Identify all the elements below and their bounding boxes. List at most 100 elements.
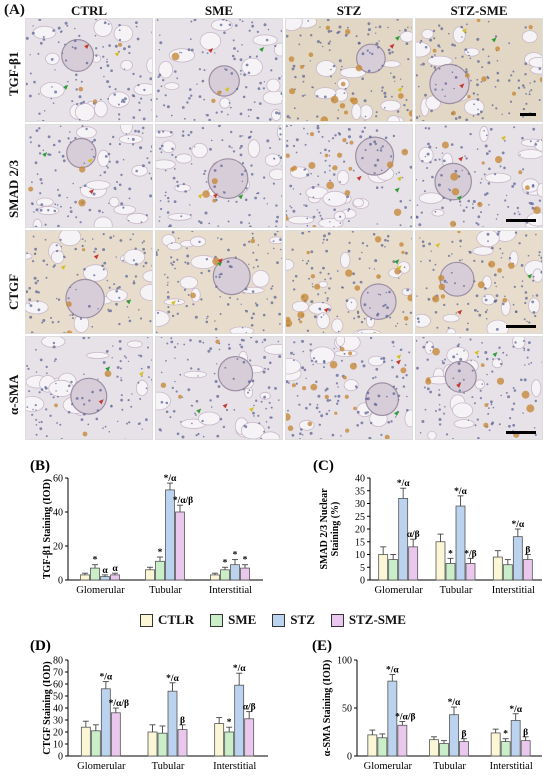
significance-label: */α/β	[109, 699, 129, 709]
significance-label: *	[448, 549, 453, 559]
micrograph-tile	[155, 124, 283, 228]
bar	[439, 743, 449, 757]
column-header-sme: SME	[204, 3, 234, 18]
significance-label: α	[112, 564, 118, 574]
micrograph-image	[26, 337, 152, 439]
significance-label: */α	[454, 487, 467, 497]
legend-swatch-stz	[272, 613, 286, 627]
scale-bar	[506, 219, 536, 222]
bar	[435, 541, 446, 581]
y-axis-label: TGF-β1 Staining (IOD)	[42, 479, 53, 579]
panel-a-label: (A)	[4, 2, 25, 18]
legend-item-stz: STZ	[272, 612, 315, 628]
bar	[455, 505, 466, 581]
bar	[510, 720, 521, 757]
row-header-smad23: SMAD 2/3	[6, 159, 21, 218]
micrograph-image	[26, 231, 152, 333]
significance-label: */β	[464, 549, 476, 559]
micrograph-tile	[415, 336, 543, 440]
y-tick-label: 40	[53, 508, 63, 519]
micrograph-tile	[25, 230, 153, 334]
micrograph-tile	[285, 18, 413, 122]
x-tick-label: Interstitial	[209, 585, 252, 596]
significance-label: α/β	[243, 703, 256, 713]
micrograph-image	[156, 231, 282, 333]
bar	[459, 741, 469, 757]
y-tick-label: 60	[53, 680, 63, 691]
bar	[490, 732, 501, 757]
y-tick-label: 100	[337, 656, 352, 667]
y-tick-label: 10	[355, 550, 365, 561]
y-tick-label: 70	[53, 668, 63, 679]
significance-label: α/β	[407, 530, 420, 540]
x-tick-label: Glomerular	[374, 585, 423, 596]
bar	[175, 511, 185, 581]
bar	[429, 739, 439, 757]
micrograph-tile	[155, 336, 283, 440]
y-tick-label: 10	[53, 740, 63, 751]
bar	[378, 554, 389, 581]
column-header-stz-sme: STZ-SME	[450, 3, 508, 18]
x-tick-label: Tubular	[152, 761, 185, 772]
significance-label: */α	[164, 474, 177, 484]
micrograph-tile	[285, 230, 413, 334]
significance-label: β	[180, 716, 185, 726]
legend-item-ctlr: CTLR	[140, 612, 194, 628]
significance-label: *	[223, 558, 228, 568]
micrograph-image	[156, 125, 282, 227]
legend-swatch-stz-sme	[330, 613, 344, 627]
bar	[502, 564, 513, 581]
significance-label: */α/β	[173, 496, 193, 506]
y-tick-label: 20	[355, 525, 365, 536]
legend-label-stz: STZ	[290, 612, 315, 627]
bar	[110, 574, 120, 581]
bar	[224, 731, 235, 757]
bar	[100, 576, 110, 581]
significance-label: */α	[511, 520, 524, 530]
bar	[90, 730, 101, 757]
significance-label: */α	[386, 665, 399, 675]
y-tick-label: 80	[53, 656, 63, 667]
micrograph-tile	[415, 124, 543, 228]
micrograph-image	[156, 19, 282, 121]
micrograph-tile	[415, 18, 543, 122]
micrograph-image	[286, 231, 412, 333]
y-tick-label: 30	[355, 499, 365, 510]
bar	[445, 563, 456, 581]
bar	[110, 712, 121, 757]
significance-label: *	[243, 556, 248, 566]
x-tick-label: Tubular	[149, 585, 182, 596]
bar	[512, 536, 523, 581]
column-header-ctrl: CTRL	[70, 3, 108, 18]
y-tick-label: 50	[53, 692, 63, 703]
bar	[492, 556, 503, 581]
bar	[214, 723, 225, 757]
x-tick-label: Glomerular	[77, 761, 126, 772]
micrograph-tile	[25, 124, 153, 228]
x-tick-label: Interstitial	[490, 761, 533, 772]
row-header-tgf-b1: TGF-β1	[6, 51, 21, 96]
y-axis-label: Staining (%)	[330, 502, 341, 557]
y-tick-label: 0	[58, 752, 63, 763]
bar	[80, 726, 91, 757]
bar	[155, 560, 165, 581]
significance-label: β	[525, 546, 530, 556]
bar	[220, 569, 230, 581]
y-tick-label: 60	[53, 474, 63, 485]
legend-swatch-sme	[210, 613, 224, 627]
row-header-ctgf: CTGF	[6, 273, 21, 310]
significance-label: */α	[448, 698, 461, 708]
bar	[230, 564, 240, 581]
y-tick-label: 50	[342, 704, 352, 715]
panel-label: (D)	[30, 638, 51, 654]
bar	[147, 731, 158, 757]
y-tick-label: 20	[53, 542, 63, 553]
x-tick-label: Tubular	[440, 585, 473, 596]
bar	[500, 741, 511, 757]
chart-legend: CTLR SME STZ STZ-SME	[140, 612, 406, 628]
bar	[244, 718, 255, 757]
micrograph-tile	[415, 230, 543, 334]
bar	[157, 732, 168, 757]
chart-a-sma: (E) α-SMA Staining (IOD) 0 50 100 Glomerular T…	[312, 638, 542, 772]
column-header-stz: STZ	[336, 3, 362, 18]
